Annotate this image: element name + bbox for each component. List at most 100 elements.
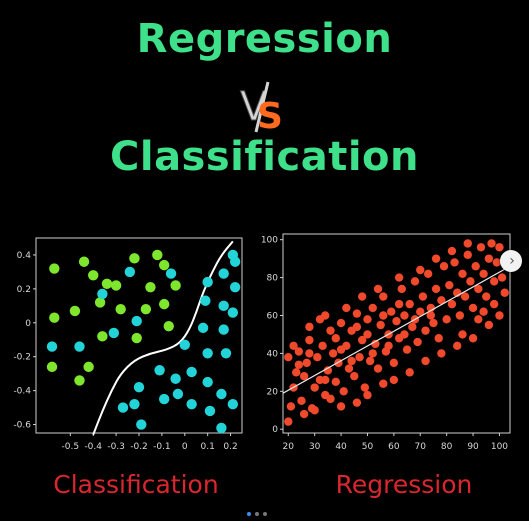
class-point — [94, 297, 106, 308]
x-tick-label: 0 — [182, 442, 188, 452]
regression-point — [400, 330, 409, 339]
carousel-dot[interactable] — [247, 512, 251, 516]
regression-point — [410, 277, 420, 286]
x-tick-label: -0.3 — [107, 442, 125, 452]
x-tick-label: -0.1 — [153, 442, 171, 452]
regression-point — [344, 364, 354, 373]
regression-point — [336, 402, 346, 411]
title-regression: Regression — [136, 16, 393, 62]
regression-point — [315, 315, 325, 324]
trend-line — [282, 265, 511, 394]
regression-point — [305, 335, 314, 345]
x-tick-label: 40 — [335, 442, 347, 452]
regression-point — [389, 375, 399, 385]
x-tick-label: -0.4 — [84, 442, 102, 452]
y-tick-label: 0.4 — [17, 251, 32, 261]
class-point — [49, 263, 60, 274]
class-point — [131, 315, 142, 327]
regression-point — [368, 349, 377, 358]
regression-point — [445, 280, 454, 290]
class-point — [202, 348, 213, 359]
next-slide-button[interactable]: › — [500, 250, 522, 272]
regression-point — [392, 316, 401, 326]
regression-point — [284, 417, 293, 426]
class-point — [229, 281, 241, 293]
regression-point — [434, 334, 443, 343]
regression-point — [302, 358, 311, 368]
class-point — [46, 361, 58, 373]
class-point — [218, 300, 229, 312]
caption-classification: Classification — [53, 470, 219, 499]
regression-point — [310, 406, 319, 415]
regression-point — [408, 322, 417, 332]
regression-point — [458, 330, 467, 339]
regression-point — [321, 375, 330, 385]
carousel-dots — [247, 512, 267, 516]
class-point — [179, 339, 190, 351]
regression-point — [431, 284, 441, 294]
class-point — [97, 331, 108, 342]
class-point — [83, 361, 94, 373]
regression-point — [442, 315, 451, 324]
regression-point — [487, 239, 496, 248]
class-point — [69, 305, 81, 317]
class-point — [108, 327, 120, 339]
y-tick-label: 0 — [25, 319, 31, 329]
regression-point — [447, 246, 457, 256]
regression-point — [289, 341, 298, 351]
carousel-dot[interactable] — [255, 512, 259, 516]
regression-point — [305, 349, 314, 358]
y-tick-label: 0 — [272, 425, 278, 435]
regression-point — [339, 387, 348, 396]
class-point — [97, 288, 108, 300]
regression-point — [323, 366, 333, 375]
regression-point — [355, 352, 364, 362]
regression-point — [394, 273, 404, 282]
regression-point — [286, 402, 296, 411]
regression-point — [363, 315, 372, 324]
class-point — [115, 304, 126, 315]
y-tick-label: 40 — [267, 349, 279, 359]
class-point — [218, 324, 229, 335]
regression-point — [484, 320, 494, 330]
class-point — [216, 388, 227, 400]
class-point — [46, 341, 58, 352]
regression-point — [402, 345, 412, 354]
regression-point — [379, 379, 388, 388]
regression-point — [437, 296, 446, 305]
regression-point — [305, 322, 314, 332]
class-point — [204, 405, 216, 417]
regression-point — [482, 292, 491, 301]
x-tick-label: 70 — [415, 442, 427, 452]
regression-point — [357, 292, 367, 301]
plot-frame — [282, 233, 511, 434]
class-point — [202, 376, 213, 388]
regression-point — [373, 364, 383, 373]
regression-point — [431, 254, 441, 263]
x-tick-label: 0.2 — [223, 442, 237, 452]
carousel-dot[interactable] — [263, 512, 267, 516]
vs-slash — [254, 81, 270, 133]
class-point — [186, 398, 197, 410]
regression-point — [352, 322, 362, 332]
regression-point — [371, 339, 380, 349]
regression-point — [460, 292, 470, 301]
regression-point — [336, 318, 346, 328]
regression-point — [484, 254, 494, 263]
chevron-right-icon: › — [509, 253, 515, 269]
class-point — [49, 312, 60, 323]
regression-point — [495, 311, 504, 320]
regression-point — [450, 258, 459, 267]
y-tick-label: -0.6 — [13, 421, 31, 431]
regression-point — [421, 326, 430, 335]
regression-point — [418, 292, 428, 301]
class-point — [152, 249, 163, 261]
regression-point — [331, 377, 340, 387]
class-point — [218, 268, 229, 279]
regression-point — [426, 311, 436, 320]
regression-point — [468, 334, 478, 343]
regression-point — [468, 303, 478, 313]
regression-point — [379, 311, 388, 320]
class-point — [227, 398, 239, 410]
regression-point — [437, 349, 446, 358]
